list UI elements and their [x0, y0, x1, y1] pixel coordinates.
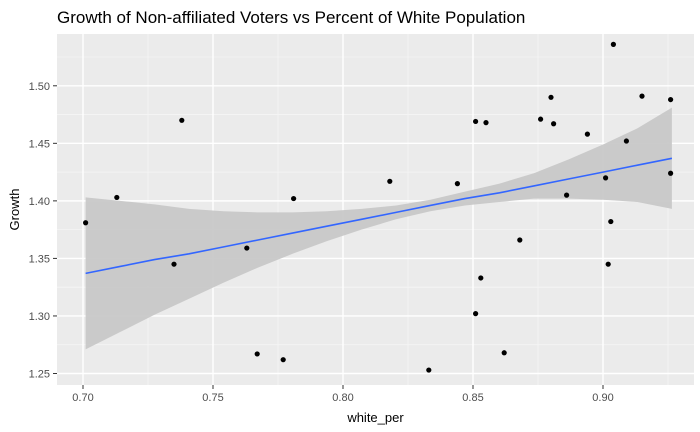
- data-point: [114, 194, 120, 201]
- data-point: [291, 195, 297, 202]
- data-point: [564, 192, 570, 198]
- data-point: [244, 245, 250, 251]
- regression-line: [85, 157, 673, 275]
- data-points: [83, 41, 674, 373]
- data-point: [584, 131, 591, 137]
- data-point: [280, 357, 286, 363]
- y-tick-label: 1.30: [29, 311, 50, 323]
- y-tick-label: 1.25: [29, 368, 50, 380]
- y-tick-label: 1.45: [29, 138, 50, 150]
- data-point: [83, 220, 89, 226]
- data-point: [483, 120, 489, 126]
- data-point: [501, 350, 507, 356]
- data-point: [171, 261, 177, 267]
- chart-title: Growth of Non-affiliated Voters vs Perce…: [57, 8, 525, 27]
- data-point: [538, 116, 544, 122]
- x-tick-label: 0.85: [462, 392, 483, 404]
- data-point: [548, 94, 554, 100]
- y-tick-label: 1.40: [29, 196, 50, 208]
- x-axis-ticks: 0.70 0.75 0.80 0.85 0.90: [72, 385, 614, 404]
- x-axis-label: white_per: [346, 410, 404, 425]
- data-point: [517, 237, 523, 243]
- x-tick-label: 0.75: [202, 392, 223, 404]
- data-point: [668, 96, 674, 103]
- data-point: [478, 275, 484, 281]
- data-point: [639, 93, 645, 99]
- major-gridlines: [57, 34, 694, 385]
- data-point: [605, 261, 611, 267]
- data-point: [551, 121, 557, 127]
- y-axis-ticks: 1.25 1.30 1.35 1.40 1.45 1.50: [29, 81, 57, 380]
- x-tick-label: 0.90: [592, 392, 613, 404]
- x-tick-label: 0.70: [72, 392, 93, 404]
- data-point: [426, 367, 432, 373]
- data-point: [454, 181, 460, 187]
- y-tick-label: 1.50: [29, 81, 50, 93]
- data-point: [254, 351, 260, 357]
- data-point: [623, 138, 630, 144]
- x-tick-label: 0.80: [332, 392, 353, 404]
- data-point: [179, 117, 185, 123]
- y-tick-label: 1.35: [29, 253, 50, 265]
- data-point: [668, 170, 674, 176]
- y-axis-label: Growth: [7, 189, 22, 231]
- data-point: [610, 41, 617, 47]
- data-point: [387, 178, 393, 184]
- data-point: [473, 311, 479, 317]
- data-point: [608, 218, 614, 225]
- data-point: [473, 118, 479, 125]
- data-point: [603, 175, 609, 181]
- confidence-band: [85, 107, 672, 350]
